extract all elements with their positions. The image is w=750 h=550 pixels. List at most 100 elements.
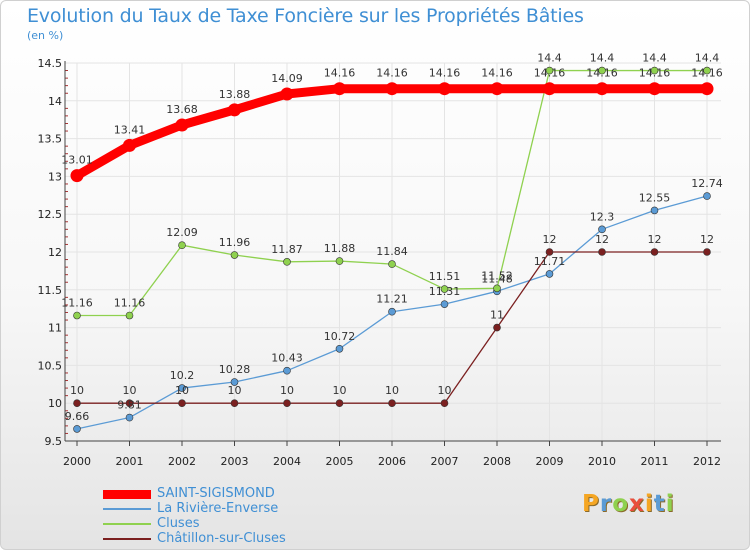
- y-tick-label: 10.5: [38, 359, 63, 372]
- data-point: [123, 138, 136, 152]
- logo-letter: i: [665, 491, 675, 517]
- legend-swatch: [103, 508, 151, 510]
- data-point: [73, 425, 81, 433]
- data-point: [280, 87, 294, 101]
- x-tick-label: 2004: [273, 455, 301, 468]
- data-label: 11.96: [219, 236, 251, 249]
- data-point: [438, 82, 451, 96]
- data-label: 11.16: [114, 297, 146, 310]
- chart-subtitle: (en %): [27, 29, 64, 42]
- data-point: [125, 399, 134, 408]
- data-label: 12.74: [691, 177, 723, 190]
- logo-letter: r: [599, 491, 613, 517]
- data-point: [230, 378, 239, 386]
- y-tick-label: 11: [48, 322, 62, 335]
- data-point: [598, 248, 606, 256]
- x-tick-label: 2010: [588, 455, 616, 468]
- data-point: [70, 169, 84, 183]
- data-point: [703, 248, 711, 256]
- data-point: [700, 82, 714, 96]
- x-tick-label: 2001: [116, 455, 144, 468]
- x-tick-label: 2006: [378, 455, 406, 468]
- axes: 9.5 10 10.5 11 11.5 12 12.5 13 13.5 14 14.5 2000 200…: [38, 57, 721, 468]
- legend-swatch: [103, 489, 151, 499]
- data-label: 11.48: [481, 272, 513, 285]
- data-point: [178, 399, 186, 408]
- data-label: 13.68: [166, 103, 198, 116]
- data-label: 10: [70, 384, 84, 397]
- chart-title: Evolution du Taux de Taxe Foncière sur l…: [27, 5, 584, 27]
- data-label: 11.84: [376, 245, 408, 258]
- y-tick-label: 14.5: [38, 57, 63, 70]
- data-label: 14.16: [324, 67, 356, 80]
- data-point: [490, 82, 504, 96]
- data-point: [335, 257, 344, 265]
- data-point: [125, 413, 134, 422]
- data-label: 11.16: [61, 297, 93, 310]
- data-point: [543, 82, 556, 96]
- data-point: [178, 241, 186, 249]
- data-label: 14.4: [537, 52, 562, 65]
- y-tick-label: 13.5: [38, 133, 63, 146]
- data-point: [283, 399, 291, 408]
- x-tick-label: 2012: [693, 455, 721, 468]
- data-label: 12.55: [639, 191, 671, 204]
- legend-label: Châtillon-sur-Cluses: [157, 531, 286, 546]
- data-point: [73, 399, 81, 408]
- data-label: 10.2: [170, 369, 195, 382]
- data-label: 10: [228, 384, 242, 397]
- data-point: [335, 399, 344, 408]
- data-point: [648, 82, 661, 96]
- data-label: 12: [648, 233, 662, 246]
- data-label: 9.66: [65, 410, 90, 423]
- data-point: [283, 258, 291, 266]
- data-point: [175, 118, 189, 132]
- data-point: [178, 384, 186, 392]
- data-label: 14.16: [429, 67, 461, 80]
- logo-letter: t: [653, 491, 666, 517]
- data-label: 12: [700, 233, 714, 246]
- data-label: 10.43: [271, 352, 303, 365]
- legend-label: Cluses: [157, 516, 200, 531]
- y-tick-label: 12.5: [38, 208, 63, 221]
- data-point: [545, 248, 554, 256]
- data-point: [440, 285, 449, 293]
- x-tick-label: 2002: [168, 455, 196, 468]
- data-point: [440, 399, 449, 408]
- data-point: [388, 260, 396, 268]
- x-tick-label: 2007: [431, 455, 459, 468]
- data-label: 12.3: [590, 210, 615, 223]
- data-label: 13.41: [114, 123, 146, 136]
- data-label: 11.51: [429, 270, 461, 283]
- data-point: [388, 399, 396, 408]
- data-point: [333, 82, 346, 96]
- data-label: 9.81: [117, 399, 142, 412]
- logo-letter: x: [629, 491, 645, 517]
- y-tick-label: 10: [48, 397, 62, 410]
- data-point: [703, 192, 711, 200]
- y-tick-label: 13: [48, 170, 62, 183]
- data-label: 11.21: [376, 293, 408, 306]
- data-point: [650, 206, 659, 215]
- data-label: 11.71: [534, 255, 566, 268]
- data-label: 14.16: [376, 67, 408, 80]
- data-point: [545, 66, 554, 75]
- logo-letter: i: [644, 491, 654, 517]
- data-label: 11: [490, 309, 504, 322]
- data-point: [125, 311, 134, 320]
- data-point: [228, 103, 241, 117]
- data-label: 14.16: [481, 67, 513, 80]
- x-tick-label: 2003: [221, 455, 249, 468]
- y-tick-label: 12: [48, 246, 62, 259]
- data-labels-layer: 13.01 13.41 13.68 13.88 14.09 14.16 14.16 14.16…: [61, 52, 723, 423]
- data-point: [598, 66, 606, 75]
- data-label: 11.87: [271, 243, 303, 256]
- data-point: [650, 248, 659, 256]
- legend-swatch: [103, 523, 151, 525]
- data-label: 14.4: [590, 52, 615, 65]
- y-tick-label: 14: [48, 95, 62, 108]
- data-point: [545, 270, 554, 278]
- x-tick-label: 2000: [63, 455, 91, 468]
- legend-label: La Rivière-Enverse: [157, 501, 279, 516]
